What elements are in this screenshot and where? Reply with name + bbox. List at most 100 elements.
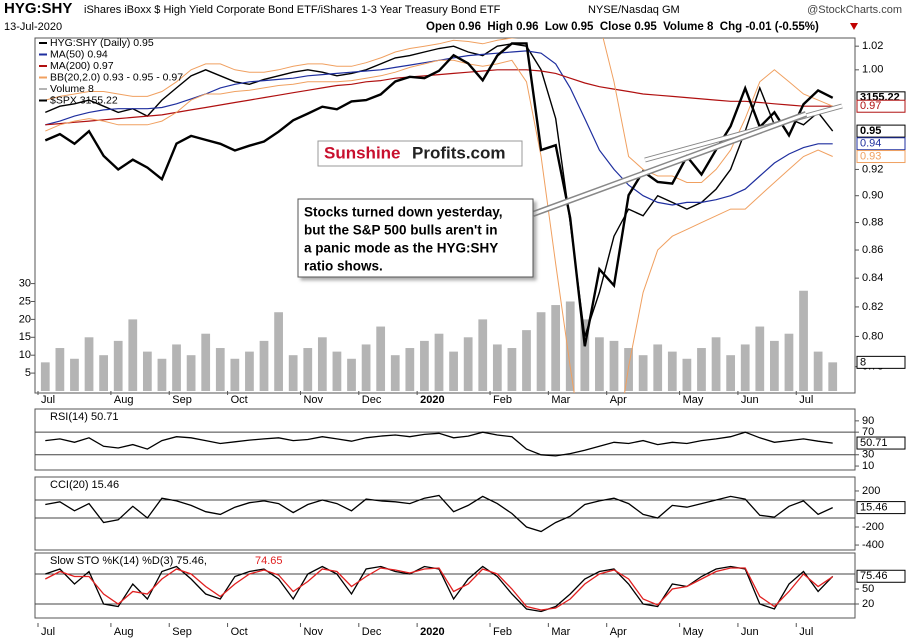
- value-tag-label: 50.71: [860, 437, 888, 449]
- volume-bar: [172, 344, 181, 391]
- volume-bar: [157, 358, 167, 391]
- volume-bar: [522, 330, 531, 391]
- annotation-line: a panic mode as the HYG:SHY: [304, 241, 498, 256]
- y-tick-label: 0.82: [862, 301, 883, 313]
- legend-label: Volume 8: [50, 83, 94, 95]
- volume-bar: [434, 333, 444, 391]
- volume-bar: [201, 333, 211, 391]
- trend-line: [644, 104, 843, 162]
- main-frame: [34, 37, 856, 394]
- volume-bar: [478, 319, 488, 391]
- volume-bar: [551, 305, 561, 391]
- value-tag-label: 75.46: [860, 570, 888, 582]
- annotation-box: [297, 198, 534, 278]
- quote: Open 0.96 High 0.96 Low 0.95 Close 0.95 …: [426, 21, 819, 33]
- x-tick-label: Mar: [551, 626, 570, 638]
- volume-bar: [70, 358, 79, 391]
- volume-bar: [317, 337, 327, 391]
- volume-bar: [288, 355, 298, 391]
- x-tick-label: Jul: [799, 626, 813, 638]
- annotation-line: Stocks turned down yesterday,: [304, 205, 503, 220]
- value-tag-box: [856, 150, 906, 164]
- value-tag-label: 0.93: [860, 150, 881, 162]
- y-tick-label: 0.86: [862, 244, 883, 256]
- volume-bar: [347, 358, 356, 391]
- x-tick-label: Feb: [493, 394, 512, 406]
- symbol: HYG:SHY: [4, 0, 72, 17]
- volume-bar: [215, 348, 225, 391]
- value-tag-label: 15.46: [860, 502, 888, 514]
- x-tick-label: Jun: [741, 626, 759, 638]
- value-tag: 0.97: [856, 99, 906, 113]
- watermark-second: Profits.com: [412, 143, 506, 162]
- panel-title: CCI(20) 15.46: [50, 479, 119, 491]
- legend-label: BB(20,2.0) 0.93 - 0.95 - 0.97: [50, 71, 183, 83]
- value-tag-label: 0.94: [860, 138, 881, 150]
- volume-tick-label: 10: [19, 349, 31, 361]
- volume-bar: [390, 355, 400, 391]
- indicator-line: [45, 431, 833, 457]
- volume-bar: [565, 301, 575, 391]
- annotation-line: ratio shows.: [304, 259, 383, 274]
- volume-bar: [376, 326, 386, 391]
- x-tick-label: Sep: [172, 626, 192, 638]
- volume-bar: [303, 348, 313, 391]
- x-tick-label: Aug: [114, 394, 134, 406]
- value-tag: 50.71: [856, 436, 906, 450]
- panel-title: Slow STO %K(14) %D(3) 75.46,: [50, 555, 207, 567]
- x-tick-label: 2020: [420, 626, 444, 638]
- y-tick-label: 200: [862, 485, 880, 497]
- x-tick-label: Oct: [231, 626, 248, 638]
- value-tag: 15.46: [856, 501, 906, 515]
- y-tick-label: 1.02: [862, 40, 883, 52]
- y-tick-label: 50: [862, 583, 874, 595]
- volume-tick-label: 30: [19, 277, 31, 289]
- arrow: [532, 112, 807, 216]
- value-tag-label: 8: [860, 356, 866, 368]
- cci-frame: [34, 476, 856, 551]
- value-tag-box: [856, 124, 906, 138]
- volume-bar: [274, 312, 283, 391]
- bollinger-band: [45, 38, 833, 183]
- volume-bar: [507, 348, 517, 391]
- x-tick-label: 2020: [420, 394, 444, 406]
- value-tag: 0.94: [856, 137, 906, 151]
- volume-bar: [259, 340, 269, 391]
- value-tag-box: [856, 569, 906, 583]
- value-tag: 75.46: [856, 569, 906, 583]
- value-tag-label: 0.95: [860, 125, 881, 137]
- volume-bar: [667, 351, 677, 391]
- volume-bar: [711, 337, 721, 391]
- volume-bar: [682, 358, 692, 391]
- volume-bar: [755, 326, 765, 391]
- y-tick-label: 1.00: [862, 64, 883, 76]
- volume-bar: [740, 344, 750, 391]
- x-tick-label: May: [683, 626, 704, 638]
- x-tick-label: Nov: [303, 626, 323, 638]
- y-tick-label: -200: [862, 521, 884, 533]
- x-tick-label: Oct: [231, 394, 248, 406]
- down-arrow: [850, 23, 858, 30]
- value-tag-box: [856, 99, 906, 113]
- volume-bar: [405, 348, 415, 391]
- value-tag: 0.95: [856, 124, 906, 138]
- value-tag: 0.93: [856, 150, 906, 164]
- y-tick-label: 70: [862, 426, 874, 438]
- sto-frame: [34, 552, 856, 619]
- y-tick-label: 0.84: [862, 272, 883, 284]
- volume-bar: [580, 319, 590, 391]
- value-tag: 8: [856, 355, 906, 369]
- volume-bar: [653, 344, 663, 391]
- y-tick-label: 90: [862, 415, 874, 427]
- value-tag-box: [856, 137, 906, 151]
- volume-bar: [113, 340, 123, 391]
- legend-label: $SPX 3155.22: [50, 94, 118, 106]
- volume-bar: [99, 355, 108, 391]
- description: iShares iBoxx $ High Yield Corporate Bon…: [84, 4, 501, 16]
- volume-bar: [536, 312, 546, 391]
- x-tick-label: Apr: [610, 394, 627, 406]
- volume-bar: [186, 355, 196, 391]
- x-tick-label: Nov: [303, 394, 323, 406]
